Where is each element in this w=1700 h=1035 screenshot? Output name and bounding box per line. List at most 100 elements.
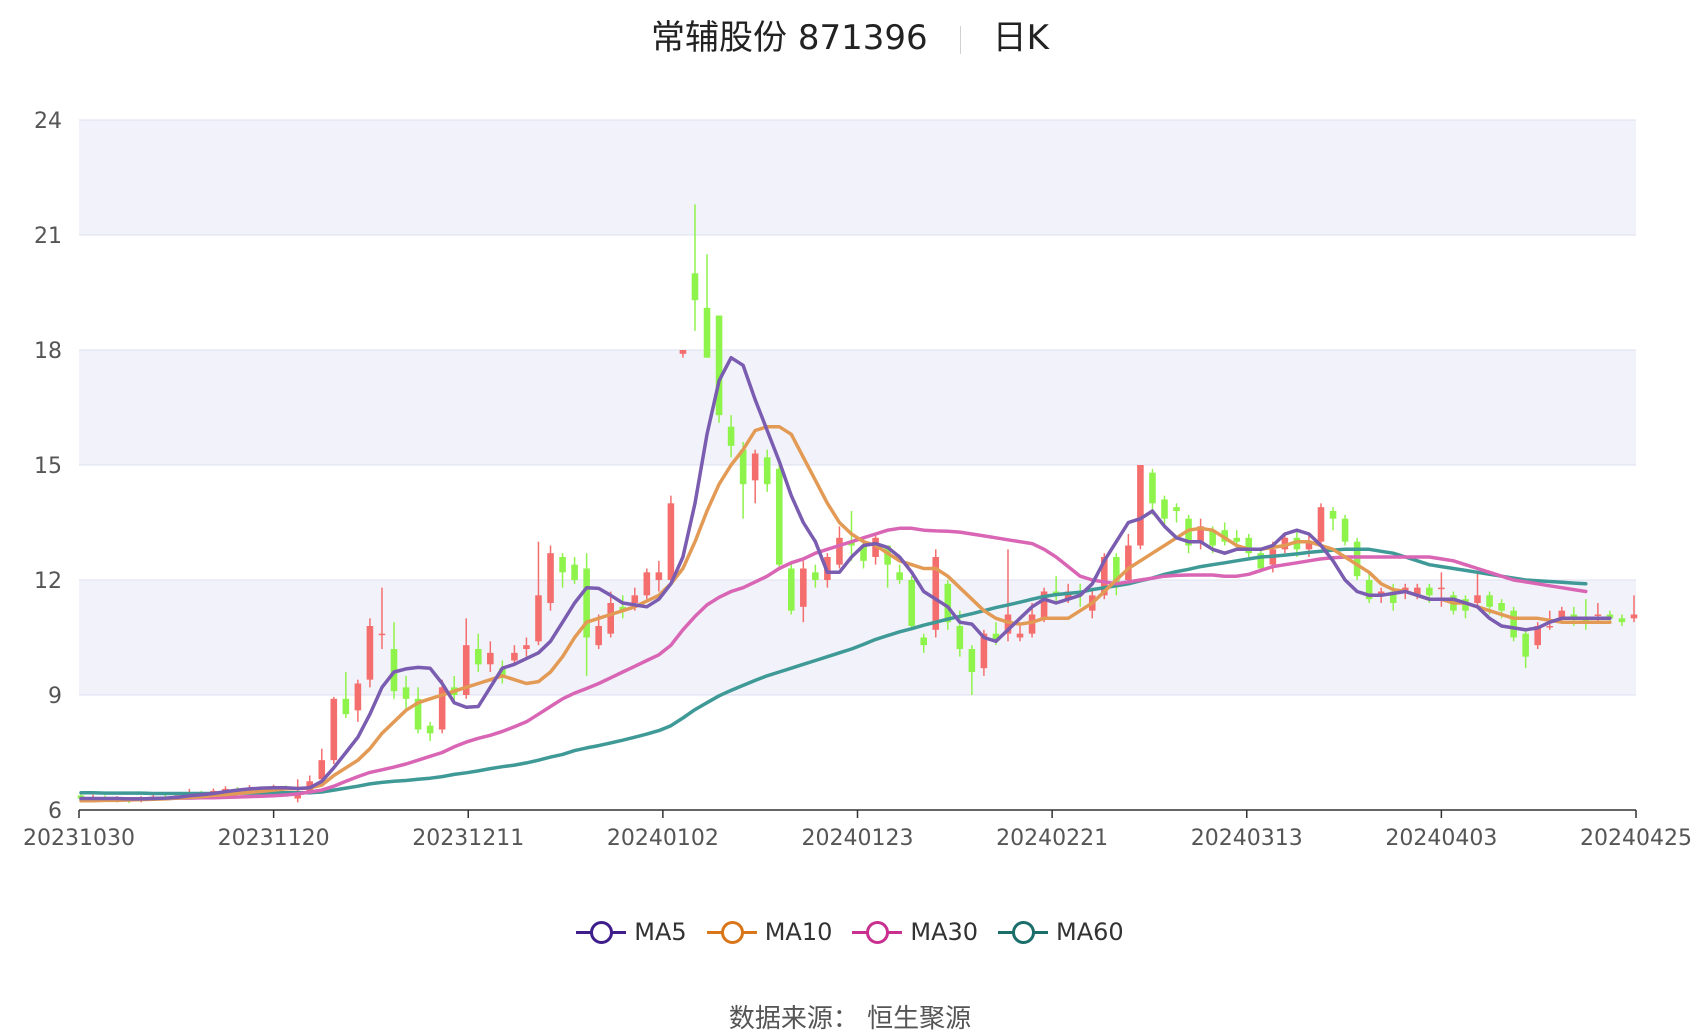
candle-body (896, 572, 903, 580)
candle-body (1293, 537, 1301, 550)
candle-body (751, 453, 759, 481)
legend-label: MA30 (910, 918, 979, 946)
candle-body (1028, 614, 1036, 634)
candle-body (1618, 618, 1626, 623)
grid-bands (79, 120, 1636, 695)
candle-body (1389, 591, 1397, 603)
legend-swatch-icon (998, 918, 1049, 946)
candle-body (727, 426, 735, 446)
legend: MA5 MA10 MA30 MA60 (0, 918, 1700, 952)
x-axis: 20231030 20231120 20231211 20240102 20240123… (23, 809, 1692, 851)
candle-body (1317, 507, 1325, 542)
x-tick-label: 20240403 (1385, 826, 1497, 851)
candle-body (980, 633, 988, 669)
candles (77, 204, 1638, 804)
ma-lines (79, 355, 1612, 803)
legend-ring-icon (866, 921, 890, 944)
candle-body (1462, 599, 1469, 611)
candle-body (1510, 610, 1517, 638)
legend-label: MA60 (1056, 918, 1124, 946)
grid-band (79, 120, 1636, 235)
candle-body (294, 794, 301, 799)
candle-body (1522, 633, 1529, 657)
x-tick-label: 20231120 (218, 826, 330, 851)
candle-body (342, 698, 350, 715)
grid-band (79, 350, 1636, 465)
candle-body (1426, 587, 1433, 596)
x-tick-label: 20231211 (412, 826, 524, 851)
candle-body (1329, 511, 1337, 519)
legend-item-ma60[interactable]: MA60 (998, 918, 1124, 946)
candle-body (487, 652, 494, 665)
legend-item-ma30[interactable]: MA30 (852, 918, 978, 946)
y-tick-label: 15 (34, 454, 62, 479)
candle-body (1064, 591, 1072, 600)
candle-body (571, 564, 578, 580)
y-tick-label: 24 (34, 109, 62, 134)
y-tick-label: 21 (34, 224, 62, 249)
candle-body (1414, 587, 1421, 596)
candle-body (1137, 465, 1144, 546)
title-text: 常辅股份 871396 (651, 18, 928, 58)
legend-swatch-icon (706, 918, 757, 946)
legend-label: MA10 (764, 918, 833, 946)
candle-body (1498, 603, 1505, 611)
candle-body (1113, 557, 1120, 584)
candle-body (715, 315, 723, 416)
candle-body (1149, 472, 1156, 504)
candle-body (763, 457, 771, 485)
candle-body (366, 626, 374, 680)
candle-body (1341, 518, 1349, 542)
candle-body (836, 537, 843, 565)
legend-item-ma10[interactable]: MA10 (706, 918, 833, 946)
candle-body (462, 645, 470, 695)
candle-body (655, 572, 663, 580)
candle-body (1040, 591, 1048, 619)
x-tick-label: 20240123 (802, 826, 914, 851)
data-source: 数据来源： 恒生聚源 (728, 1004, 972, 1034)
candle-body (1197, 526, 1204, 542)
y-axis: 6 9 12 15 18 21 24 (34, 109, 62, 824)
candle-body (523, 645, 530, 649)
candle-body (595, 626, 602, 646)
candle-body (1161, 499, 1168, 519)
legend-label: MA5 (634, 918, 687, 946)
candle-body (812, 572, 819, 580)
candle-body (1558, 610, 1566, 619)
x-tick-label: 20240102 (607, 826, 719, 851)
candle-body (800, 568, 807, 607)
legend-item-ma5[interactable]: MA5 (576, 918, 687, 946)
candle-body (1353, 541, 1361, 577)
candle-body (583, 568, 590, 638)
candle-body (992, 633, 1000, 642)
candle-body (390, 649, 398, 692)
candle-body (1570, 614, 1578, 619)
ma10-line (79, 424, 1612, 803)
x-tick-label: 20240221 (996, 826, 1108, 851)
candle-body (667, 503, 675, 580)
candle-body (944, 583, 952, 623)
candle-body (318, 760, 326, 780)
candle-body (1630, 614, 1638, 619)
candle-body (739, 449, 747, 485)
candle-body (1233, 537, 1241, 542)
candle-body (511, 652, 518, 661)
candle-body (1438, 587, 1445, 590)
candle-body (1365, 580, 1373, 600)
candle-body (775, 468, 783, 565)
candle-body (703, 307, 711, 358)
y-tick-label: 6 (48, 799, 62, 824)
candle-body (631, 595, 639, 603)
legend-swatch-icon (576, 918, 627, 946)
candle-body (607, 603, 614, 634)
candle-body (1486, 595, 1493, 607)
legend-swatch-icon (852, 918, 903, 946)
candle-body (1125, 545, 1132, 580)
candle-body (1281, 537, 1289, 550)
candle-body (438, 687, 446, 730)
candle-body (968, 649, 976, 672)
period-label: 日K (992, 18, 1049, 58)
candle-body (535, 595, 542, 642)
candle-body (1245, 537, 1253, 554)
